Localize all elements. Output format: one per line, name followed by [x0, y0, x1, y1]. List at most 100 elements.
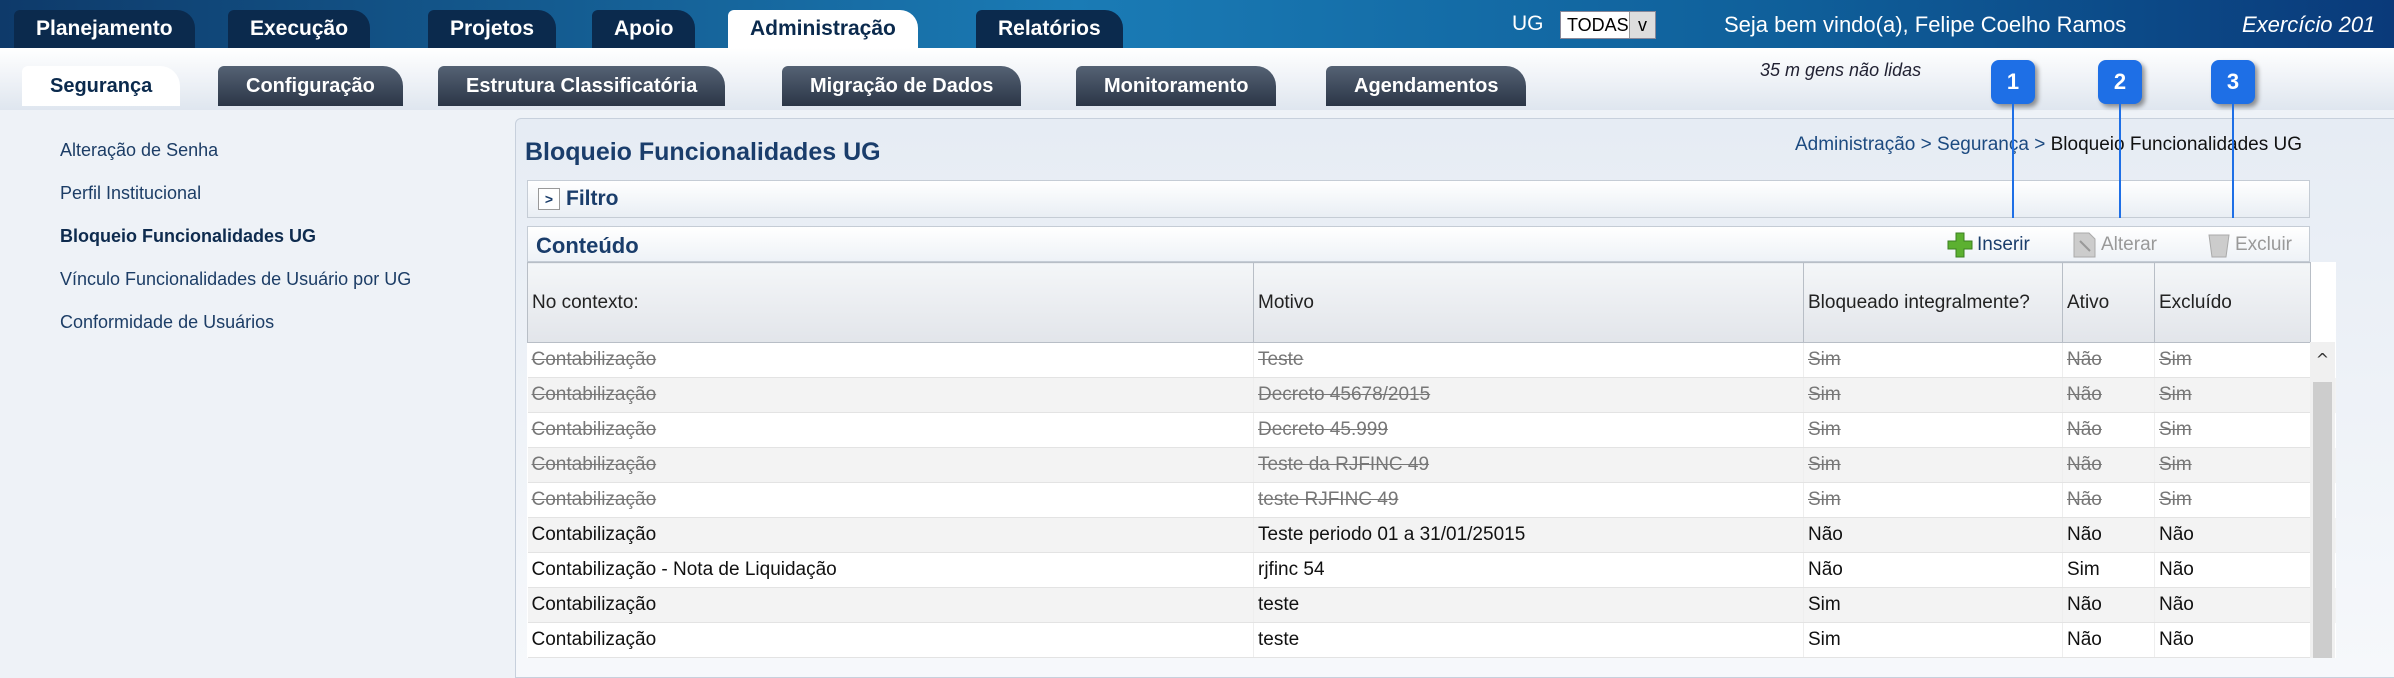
table-cell: Sim [1803, 622, 2063, 658]
table-cell: Decreto 45.999 [1253, 412, 1804, 448]
column-header-excluido[interactable]: Excluído [2154, 262, 2311, 343]
table-row[interactable]: Contabilização - Nota de Liquidação rjfin… [527, 552, 2336, 588]
top-tab-administracao[interactable]: Administração [728, 10, 918, 48]
table-cell: Contabilização [527, 517, 1254, 553]
sub-tab-agendamentos[interactable]: Agendamentos [1326, 66, 1527, 106]
sub-tab-monitoramento[interactable]: Monitoramento [1076, 66, 1277, 106]
chevron-down-icon[interactable]: v [1629, 12, 1655, 38]
filter-label: Filtro [566, 187, 619, 210]
table-cell: Não [2062, 412, 2155, 448]
table-cell: Sim [2154, 342, 2311, 378]
top-tab-apoio[interactable]: Apoio [592, 10, 696, 48]
callout-line [2232, 104, 2234, 218]
delete-button[interactable]: Excluir [2206, 231, 2292, 259]
table-cell: teste RJFINC 49 [1253, 482, 1804, 518]
column-header-ativo[interactable]: Ativo [2062, 262, 2155, 343]
table-row[interactable]: Contabilização teste Sim Não Não [527, 587, 2336, 623]
table-cell: Sim [1803, 377, 2063, 413]
table-cell: Decreto 45678/2015 [1253, 377, 1804, 413]
callout-badge-2: 2 [2098, 60, 2142, 104]
table-row[interactable]: Contabilização Decreto 45.999 Sim Não Sim [527, 412, 2336, 448]
welcome-text: Seja bem vindo(a), Felipe Coelho Ramos [1724, 12, 2127, 37]
table-cell: Contabilização [527, 622, 1254, 658]
table-cell: Contabilização [527, 377, 1254, 413]
table-cell: Não [2154, 517, 2311, 553]
callout-line [2012, 104, 2014, 218]
table-cell: Contabilização [527, 447, 1254, 483]
plus-icon [1947, 232, 1973, 258]
table-row[interactable]: Contabilização teste Sim Não Não [527, 622, 2336, 658]
insert-label: Inserir [1977, 234, 2030, 255]
top-tab-relatorios[interactable]: Relatórios [976, 10, 1123, 48]
sub-tab-configuracao[interactable]: Configuração [218, 66, 403, 106]
table-cell: teste [1253, 587, 1804, 623]
table-cell: Sim [2154, 482, 2311, 518]
sidebar-item-perfil-institucional[interactable]: Perfil Institucional [60, 183, 202, 203]
sidebar-item-alteracao-senha[interactable]: Alteração de Senha [60, 140, 219, 160]
table-cell: Não [1803, 517, 2063, 553]
table-row[interactable]: Contabilização Teste periodo 01 a 31/01/2… [527, 517, 2336, 553]
table-cell: Teste periodo 01 a 31/01/25015 [1253, 517, 1804, 553]
ug-label: UG [1512, 12, 1544, 35]
chevron-right-icon[interactable]: > [538, 188, 560, 211]
ug-select[interactable]: TODAS v [1560, 11, 1656, 39]
table-cell: Não [2154, 587, 2311, 623]
filter-panel-header[interactable]: > Filtro [527, 180, 2310, 218]
table-cell: Não [2062, 622, 2155, 658]
delete-label: Excluir [2235, 234, 2293, 255]
table-cell: Não [2154, 622, 2311, 658]
sub-tab-seguranca[interactable]: Segurança [22, 66, 181, 106]
callout-badge-3: 3 [2211, 60, 2255, 104]
column-header-bloqueado[interactable]: Bloqueado integralmente? [1803, 262, 2063, 343]
table-cell: Sim [1803, 412, 2063, 448]
sub-tab-estrutura[interactable]: Estrutura Classificatória [438, 66, 726, 106]
table-cell: Não [2062, 447, 2155, 483]
edit-button[interactable]: Alterar [2072, 231, 2157, 259]
table-scrollbar[interactable]: ^ [2310, 342, 2335, 658]
table-cell: Sim [1803, 342, 2063, 378]
sidebar-item-bloqueio[interactable]: Bloqueio Funcionalidades UG [60, 226, 317, 246]
top-tab-execucao[interactable]: Execução [228, 10, 371, 48]
column-header-contexto[interactable]: No contexto: [527, 262, 1254, 343]
edit-label: Alterar [2101, 234, 2157, 255]
column-header-motivo[interactable]: Motivo [1253, 262, 1804, 343]
table-row[interactable]: Contabilização Decreto 45678/2015 Sim Não Si… [527, 377, 2336, 413]
table-row[interactable]: Contabilização Teste Sim Não Sim [527, 342, 2336, 378]
breadcrumb-current: Bloqueio Funcionalidades UG [2050, 134, 2302, 155]
sub-tab-migracao[interactable]: Migração de Dados [782, 66, 1022, 106]
table-cell: Sim [2154, 377, 2311, 413]
ug-value: TODAS [1567, 15, 1629, 35]
table-cell: Teste da RJFINC 49 [1253, 447, 1804, 483]
breadcrumb: Administração > Segurança > Bloqueio Fun… [1795, 134, 2302, 156]
table-cell: Contabilização [527, 482, 1254, 518]
breadcrumb-administracao[interactable]: Administração [1794, 134, 1916, 155]
table-cell: Não [2062, 377, 2155, 413]
insert-button[interactable]: Inserir [1946, 231, 2030, 259]
table-cell: Não [2154, 552, 2311, 588]
breadcrumb-seguranca[interactable]: Segurança [1937, 134, 2029, 155]
table-cell: teste [1253, 622, 1804, 658]
exercicio-label[interactable]: Exercício 201 [2242, 12, 2376, 37]
table-cell: Sim [1803, 587, 2063, 623]
table-cell: Não [2062, 587, 2155, 623]
table-cell: Não [2062, 482, 2155, 518]
sidebar-item-conformidade[interactable]: Conformidade de Usuários [60, 312, 275, 332]
table-cell: Sim [1803, 482, 2063, 518]
table-cell: Contabilização [527, 342, 1254, 378]
edit-document-icon [2073, 232, 2096, 258]
scrollbar-thumb[interactable] [2313, 382, 2332, 658]
chevron-up-icon[interactable]: ^ [2315, 350, 2330, 369]
sidebar: Alteração de Senha Perfil Institucional … [60, 140, 411, 355]
content-toolbar: Conteúdo Inserir Alterar Excluir [527, 226, 2310, 262]
trash-icon [2208, 234, 2230, 258]
page-title: Bloqueio Funcionalidades UG [525, 138, 881, 166]
table-cell: Sim [2062, 552, 2155, 588]
table-row[interactable]: Contabilização teste RJFINC 49 Sim Não Sim [527, 482, 2336, 518]
table-cell: Não [1803, 552, 2063, 588]
top-tab-projetos[interactable]: Projetos [428, 10, 557, 48]
unread-messages-link[interactable]: 35 m gens não lidas [1760, 60, 1922, 80]
sidebar-item-vinculo[interactable]: Vínculo Funcionalidades de Usuário por U… [60, 269, 412, 289]
table-cell: Sim [2154, 447, 2311, 483]
top-tab-planejamento[interactable]: Planejamento [14, 10, 195, 48]
table-row[interactable]: Contabilização Teste da RJFINC 49 Sim Não Si… [527, 447, 2336, 483]
